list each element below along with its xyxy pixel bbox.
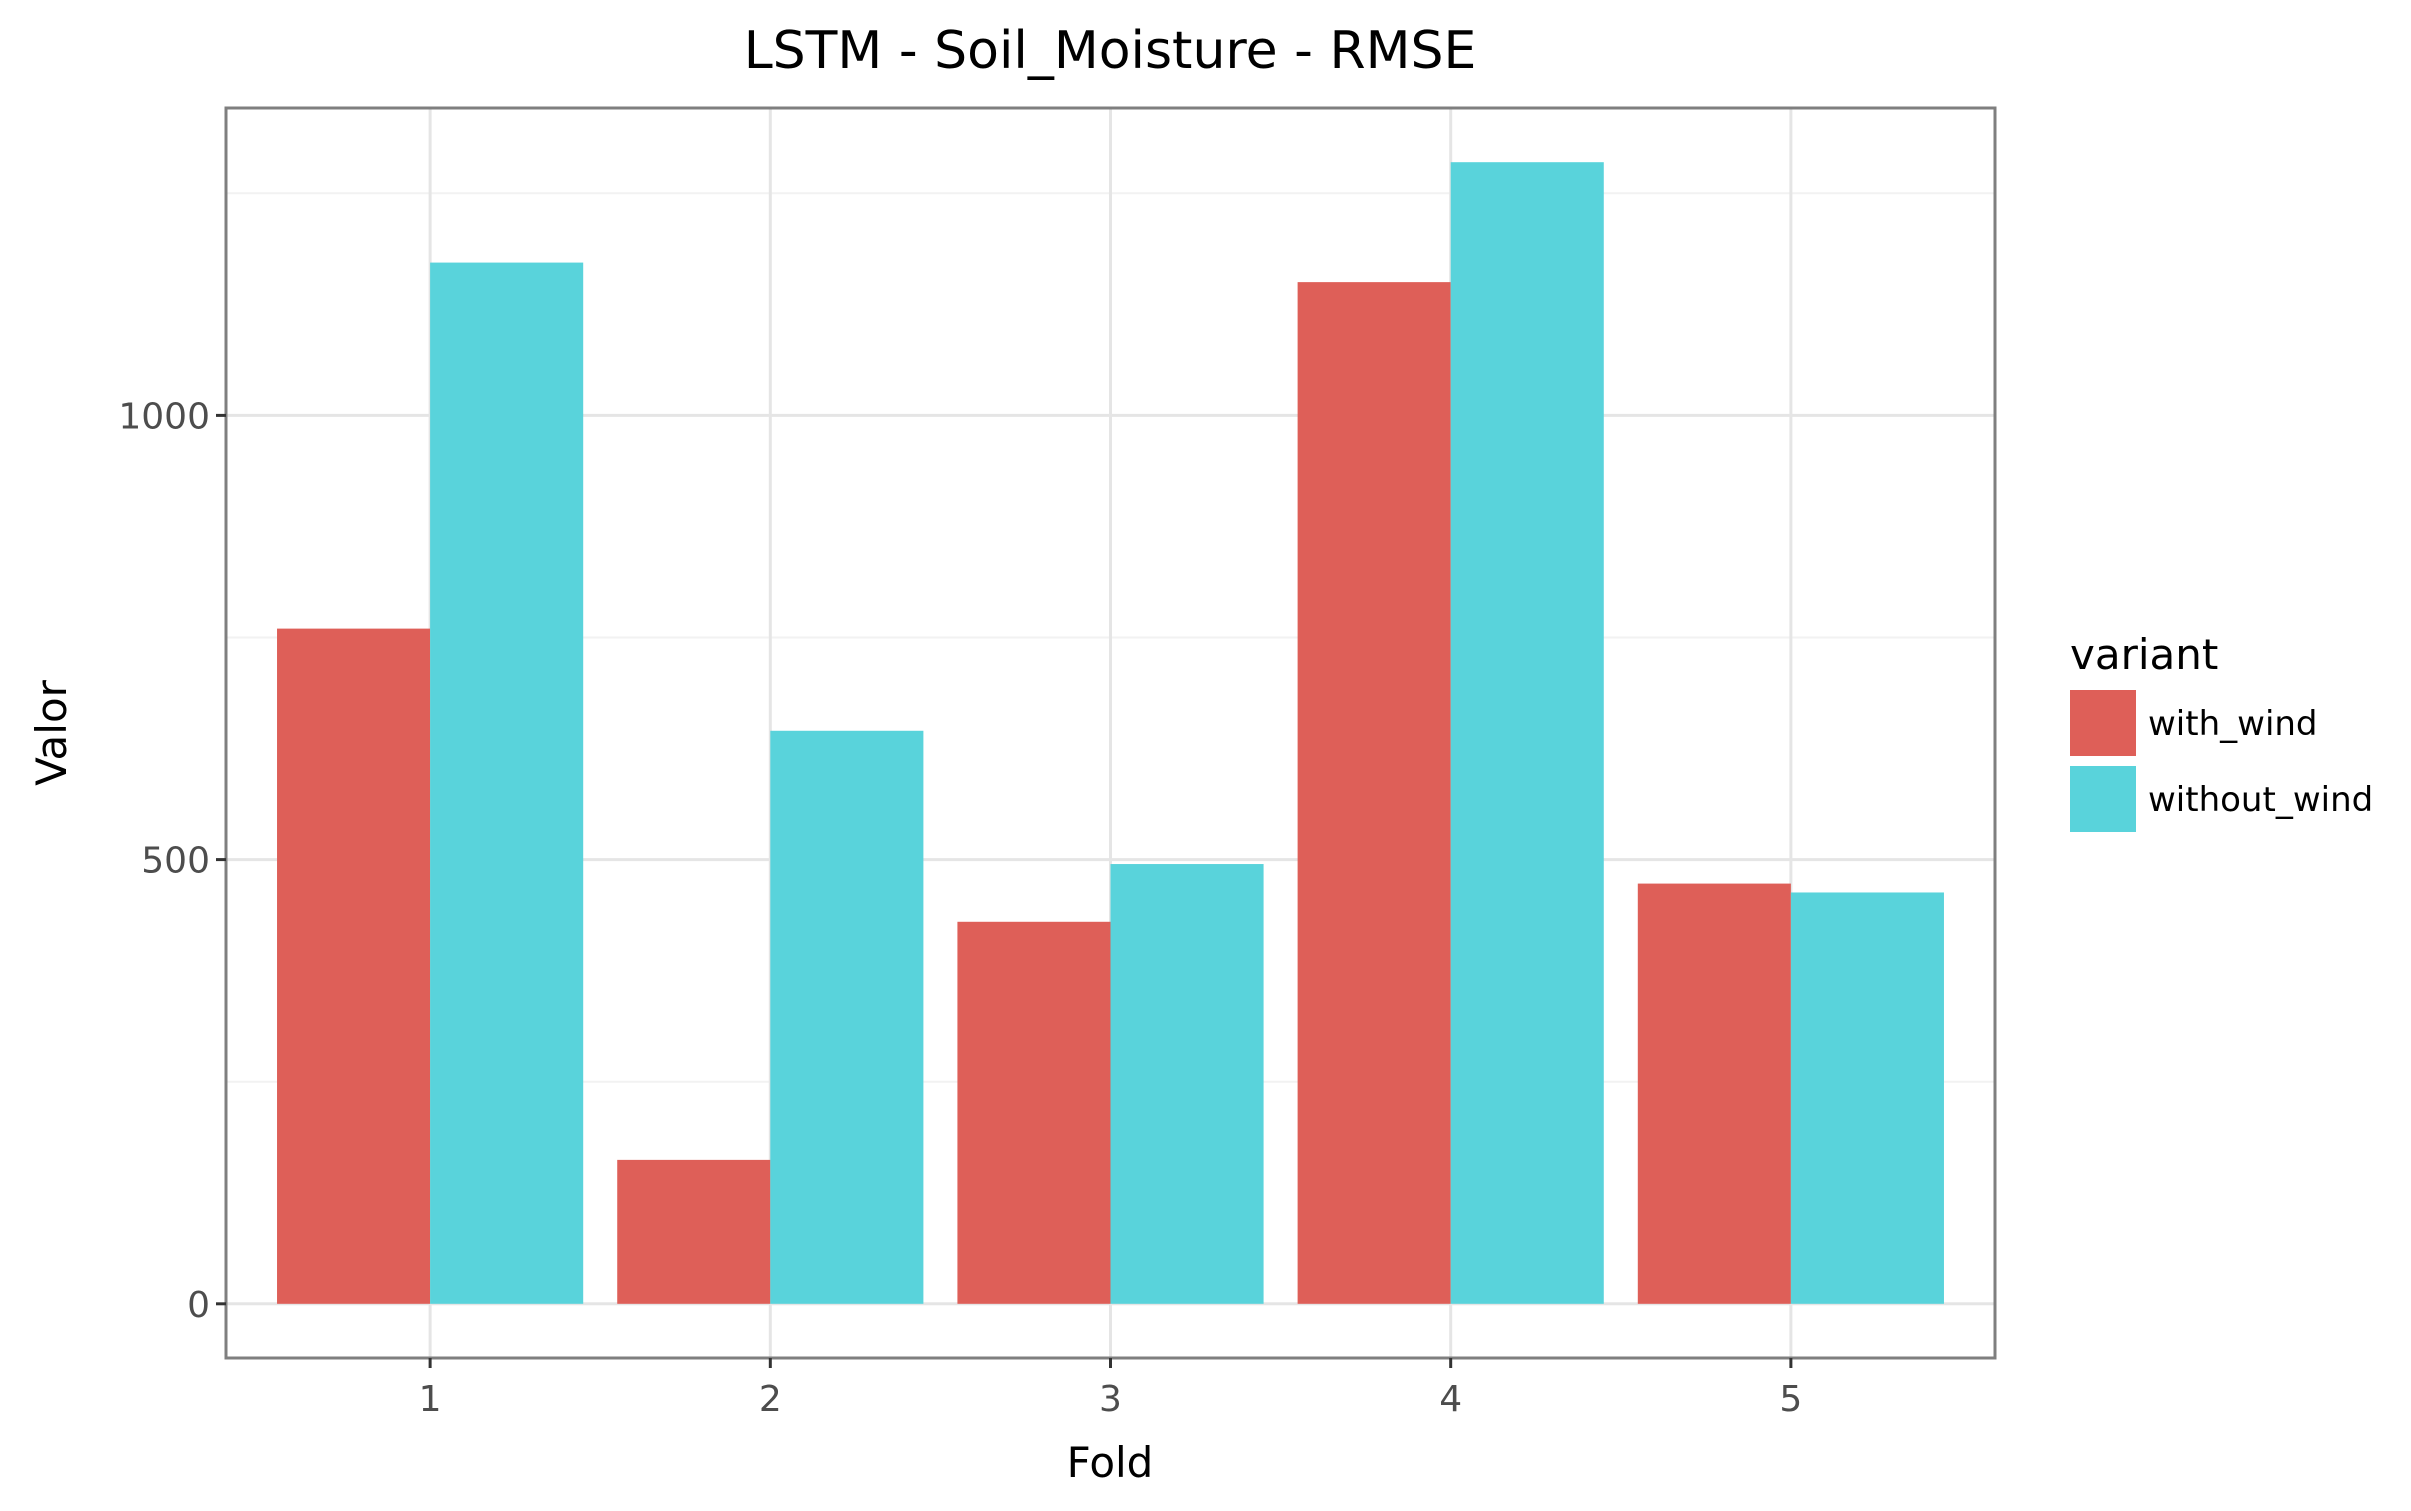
bar-with_wind-fold-5 (1637, 883, 1791, 1304)
legend-title: variant (2070, 630, 2218, 679)
x-tick-label: 5 (1779, 1379, 1802, 1420)
y-tick-label: 500 (141, 841, 210, 882)
y-axis-title: Valor (27, 679, 76, 786)
y-tick-label: 0 (187, 1285, 210, 1326)
bar-without_wind-fold-4 (1450, 162, 1604, 1304)
legend-key-without_wind (2070, 766, 2136, 832)
legend-key-with_wind (2070, 690, 2136, 756)
bar-without_wind-fold-2 (770, 730, 924, 1304)
y-tick-label: 1000 (118, 396, 210, 437)
bar-without_wind-fold-1 (430, 262, 584, 1304)
y-axis-ticks: 0 500 1000 (118, 396, 226, 1326)
chart-title: LSTM - Soil_Moisture - RMSE (744, 21, 1477, 81)
x-tick-label: 1 (419, 1379, 442, 1420)
bar-with_wind-fold-3 (957, 921, 1111, 1304)
legend-label-with_wind: with_wind (2148, 704, 2318, 744)
bar-with_wind-fold-1 (277, 628, 431, 1304)
x-tick-label: 3 (1099, 1379, 1122, 1420)
bar-with_wind-fold-4 (1297, 282, 1451, 1304)
legend: variant with_wind without_wind (2070, 630, 2373, 832)
bar-without_wind-fold-5 (1790, 892, 1944, 1304)
x-tick-label: 4 (1439, 1379, 1462, 1420)
x-tick-label: 2 (759, 1379, 782, 1420)
bars (277, 162, 1944, 1304)
x-axis-title: Fold (1067, 1438, 1154, 1487)
bar-with_wind-fold-2 (617, 1159, 771, 1304)
x-axis-ticks: 1 2 3 4 5 (419, 1358, 1802, 1420)
bar-without_wind-fold-3 (1110, 864, 1264, 1304)
legend-items: with_wind without_wind (2070, 690, 2373, 832)
legend-label-without_wind: without_wind (2148, 780, 2373, 820)
